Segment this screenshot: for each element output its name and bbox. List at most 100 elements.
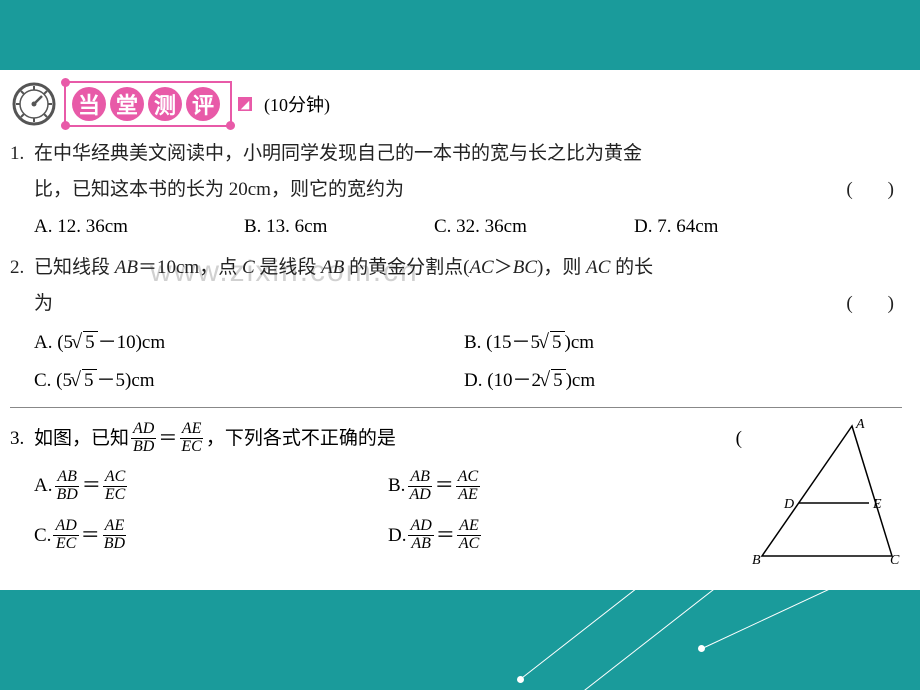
vertex-label: C <box>890 553 900 566</box>
option-a: A. 12. 36cm <box>34 210 244 244</box>
radicand: 5 <box>551 369 566 391</box>
question-text: 在中华经典美文阅读中，小明同学发现自己的一本书的宽与长之比为黄金 <box>34 136 902 172</box>
section-header: 当 堂 测 评 ◢ (10分钟) <box>10 80 902 128</box>
text: －5)cm <box>97 370 155 391</box>
text: ＞ <box>494 257 513 278</box>
numerator: AD <box>53 518 78 536</box>
sqrt: 5 <box>72 363 97 399</box>
eq: ＝ <box>436 511 455 560</box>
text: ，下列各式不正确的是 <box>206 416 396 462</box>
sqrt: 5 <box>540 325 565 361</box>
denominator: AE <box>456 487 480 504</box>
label: B. <box>388 461 405 510</box>
var: AB <box>321 257 344 278</box>
option-b: B. ABAD ＝ ACAE <box>388 461 742 510</box>
question-3: 3. 如图，已知 ADBD ＝ AEEC ，下列各式不正确的是 ( A. A B B… <box>10 416 902 566</box>
vertex-label: A <box>855 417 865 432</box>
var: AC <box>469 257 493 278</box>
option-d: D. ADAB ＝ AEAC <box>388 511 742 560</box>
text: 的黄金分割点( <box>344 257 469 278</box>
numerator: AE <box>180 421 204 439</box>
denominator: EC <box>54 536 78 553</box>
eq: ＝ <box>82 461 101 510</box>
var: AC <box>586 257 610 278</box>
option-d: D. (10－25)cm <box>464 363 894 399</box>
q2-options-row1: A. (55－10)cm B. (15－55)cm <box>10 325 902 361</box>
question-number: 2. <box>10 250 24 286</box>
var: AB <box>115 257 138 278</box>
q2-options-row2: C. (55－5)cm D. (10－25)cm <box>10 363 902 399</box>
label: C. <box>34 511 51 560</box>
q3-lead-row: 3. 如图，已知 ADBD ＝ AEEC ，下列各式不正确的是 ( <box>10 416 742 462</box>
arrow-icon: ◢ <box>238 97 252 111</box>
decor-dot <box>226 121 235 130</box>
option-d: D. 7. 64cm <box>634 210 718 244</box>
question-text: 为 <box>34 286 53 322</box>
option-c: C. ADEC ＝ AEBD <box>34 511 388 560</box>
denominator: BD <box>54 487 79 504</box>
fraction: ACEC <box>103 469 127 504</box>
text: 的长 <box>610 257 653 278</box>
answer-blank: ( <box>736 416 742 462</box>
question-text: 比，已知这本书的长为 20cm，则它的宽约为 <box>34 172 404 208</box>
fraction: AEAC <box>457 518 481 553</box>
question-text-row: 比，已知这本书的长为 20cm，则它的宽约为 ( ) <box>34 172 902 208</box>
fraction: ADAB <box>408 518 433 553</box>
fraction: ADEC <box>53 518 78 553</box>
vertex-label: D <box>783 497 794 512</box>
triangle-figure: A B C D E <box>752 416 902 566</box>
title-char: 测 <box>148 87 182 121</box>
radicand: 5 <box>550 331 565 353</box>
decor-dot <box>61 78 70 87</box>
background-bottom <box>0 590 920 690</box>
label: D. <box>388 511 406 560</box>
text: A. (5 <box>34 332 73 353</box>
numerator: AD <box>408 518 433 536</box>
text: B. (15－5 <box>464 332 540 353</box>
sqrt: 5 <box>541 363 566 399</box>
vertex-label: E <box>872 497 882 512</box>
text: )cm <box>565 332 595 353</box>
question-text-row: 为 ( ) <box>34 286 902 322</box>
background-top <box>0 0 920 70</box>
denominator: AD <box>407 487 432 504</box>
question-2: 2. 已知线段 AB＝10cm，点 C 是线段 AB 的黄金分割点(AC＞BC)… <box>10 250 902 322</box>
text: ＝10cm，点 <box>138 257 242 278</box>
var: BC <box>513 257 537 278</box>
fraction: ABAD <box>407 469 432 504</box>
text: 是线段 <box>255 257 322 278</box>
gauge-icon <box>10 80 58 128</box>
decor-dot <box>517 676 524 683</box>
vertex-label: B <box>752 553 761 566</box>
denominator: BD <box>131 439 156 456</box>
label: A. <box>34 461 52 510</box>
text: )，则 <box>537 257 586 278</box>
fraction: AEBD <box>102 518 127 553</box>
title-char: 当 <box>72 87 106 121</box>
fraction: ACAE <box>456 469 480 504</box>
fraction: ADBD <box>131 421 156 456</box>
title-char: 评 <box>186 87 220 121</box>
decor-dot <box>698 645 705 652</box>
q1-options: A. 12. 36cm B. 13. 6cm C. 32. 36cm D. 7.… <box>10 210 902 244</box>
eq: ＝ <box>435 461 454 510</box>
eq: ＝ <box>158 416 177 462</box>
question-number: 3. <box>10 416 34 462</box>
answer-blank: ( ) <box>846 172 902 208</box>
option-c: C. (55－5)cm <box>34 363 464 399</box>
numerator: AC <box>456 469 480 487</box>
document-content: 当 堂 测 评 ◢ (10分钟) www.zixin.com.cn 1. 在中华… <box>0 70 920 574</box>
option-b: B. (15－5 5)cm <box>464 325 894 361</box>
text: )cm <box>566 370 596 391</box>
option-c: C. 32. 36cm <box>434 210 634 244</box>
text: 已知线段 <box>34 257 115 278</box>
timer-text: (10分钟) <box>264 91 330 117</box>
q3-body: 3. 如图，已知 ADBD ＝ AEEC ，下列各式不正确的是 ( A. ABB… <box>10 416 742 560</box>
radicand: 5 <box>82 369 97 391</box>
decor-line <box>520 590 899 680</box>
numerator: AE <box>103 518 127 536</box>
option-b: B. 13. 6cm <box>244 210 434 244</box>
question-1: 1. 在中华经典美文阅读中，小明同学发现自己的一本书的宽与长之比为黄金 比，已知… <box>10 136 902 208</box>
fraction: AEEC <box>179 421 203 456</box>
eq: ＝ <box>81 511 100 560</box>
